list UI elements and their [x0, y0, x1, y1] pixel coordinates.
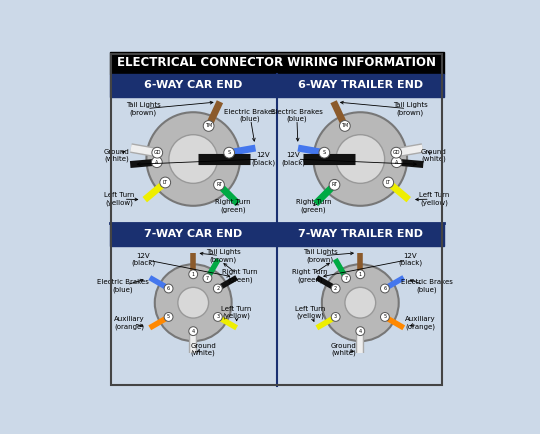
Text: 12V
(black): 12V (black)	[281, 152, 306, 166]
Text: Electric Brakes
(blue): Electric Brakes (blue)	[271, 109, 323, 122]
Circle shape	[178, 287, 208, 318]
Text: Tail Lights
(brown): Tail Lights (brown)	[206, 249, 241, 263]
Text: Ground
(white): Ground (white)	[191, 343, 216, 356]
Text: Tail Lights
(brown): Tail Lights (brown)	[126, 102, 160, 115]
Text: LT: LT	[163, 180, 168, 185]
Text: Ground
(white): Ground (white)	[330, 343, 356, 356]
Text: ELECTRICAL CONNECTOR WIRING INFORMATION: ELECTRICAL CONNECTOR WIRING INFORMATION	[117, 56, 436, 69]
Circle shape	[392, 157, 402, 168]
Text: 6: 6	[383, 286, 387, 291]
Text: Ground
(white): Ground (white)	[421, 149, 447, 162]
Text: 6-WAY CAR END: 6-WAY CAR END	[144, 80, 242, 91]
Text: S: S	[323, 150, 326, 155]
Text: 12V
(black): 12V (black)	[131, 253, 155, 266]
Circle shape	[345, 287, 376, 318]
Text: 7: 7	[345, 276, 348, 281]
Text: Left Turn
(yellow): Left Turn (yellow)	[295, 306, 326, 319]
Text: 6: 6	[167, 286, 170, 291]
Text: A: A	[155, 160, 159, 164]
Circle shape	[203, 274, 212, 283]
Text: Left Turn
(yellow): Left Turn (yellow)	[105, 192, 135, 206]
Circle shape	[381, 312, 389, 321]
Text: Electric Brakes
(blue): Electric Brakes (blue)	[97, 279, 149, 293]
Text: Left Turn
(yellow): Left Turn (yellow)	[221, 306, 252, 319]
Circle shape	[146, 112, 240, 206]
Circle shape	[342, 274, 350, 283]
Circle shape	[356, 270, 364, 279]
Text: GD: GD	[153, 150, 161, 155]
Text: GD: GD	[393, 150, 400, 155]
Circle shape	[381, 284, 389, 293]
Text: 12V
(black): 12V (black)	[399, 253, 422, 266]
Text: Left Turn
(yellow): Left Turn (yellow)	[418, 192, 449, 206]
Circle shape	[383, 177, 394, 188]
Text: 4: 4	[192, 329, 195, 334]
Circle shape	[160, 177, 171, 188]
Circle shape	[336, 135, 384, 183]
Circle shape	[203, 121, 214, 132]
Circle shape	[213, 284, 222, 293]
Circle shape	[189, 270, 198, 279]
Circle shape	[322, 264, 399, 341]
Circle shape	[152, 147, 163, 158]
Text: 7: 7	[206, 276, 209, 281]
Text: Tail Lights
(brown): Tail Lights (brown)	[303, 249, 338, 263]
Text: Right Turn
(green): Right Turn (green)	[215, 199, 251, 213]
Text: 5: 5	[167, 315, 170, 319]
Text: 7-WAY TRAILER END: 7-WAY TRAILER END	[298, 229, 423, 239]
Text: 5: 5	[383, 315, 387, 319]
Circle shape	[224, 147, 234, 158]
Text: Auxiliary
(orange): Auxiliary (orange)	[405, 316, 436, 329]
Text: 3: 3	[217, 315, 219, 319]
Text: 2: 2	[334, 286, 337, 291]
Text: 3: 3	[334, 315, 337, 319]
Circle shape	[164, 284, 173, 293]
Text: 4: 4	[359, 329, 362, 334]
Text: Auxiliary
(orange): Auxiliary (orange)	[114, 316, 145, 329]
Text: RT: RT	[332, 182, 338, 187]
Text: Ground
(white): Ground (white)	[104, 149, 129, 162]
Circle shape	[331, 312, 340, 321]
Text: A: A	[395, 160, 399, 164]
Text: 12V
(black): 12V (black)	[251, 152, 275, 166]
Text: Right Turn
(green): Right Turn (green)	[292, 269, 328, 283]
Text: 7-WAY CAR END: 7-WAY CAR END	[144, 229, 242, 239]
Circle shape	[164, 312, 173, 321]
Circle shape	[189, 327, 198, 335]
Text: LT: LT	[386, 180, 391, 185]
FancyBboxPatch shape	[110, 75, 444, 97]
FancyBboxPatch shape	[110, 52, 444, 74]
Text: 1: 1	[359, 272, 362, 277]
Text: 6-WAY TRAILER END: 6-WAY TRAILER END	[298, 80, 423, 91]
Text: 2: 2	[217, 286, 219, 291]
Circle shape	[340, 121, 350, 132]
Text: TM: TM	[341, 123, 348, 128]
Text: Electric Brakes
(blue): Electric Brakes (blue)	[401, 279, 453, 293]
Circle shape	[356, 327, 364, 335]
Circle shape	[391, 147, 402, 158]
Circle shape	[314, 112, 407, 206]
Text: RT: RT	[216, 182, 222, 187]
Text: 1: 1	[192, 272, 195, 277]
Circle shape	[155, 264, 232, 341]
Circle shape	[213, 312, 222, 321]
Text: Right Turn
(green): Right Turn (green)	[296, 199, 332, 213]
FancyBboxPatch shape	[110, 223, 444, 246]
Text: Right Turn
(green): Right Turn (green)	[222, 269, 258, 283]
Circle shape	[329, 179, 340, 190]
Circle shape	[331, 284, 340, 293]
Circle shape	[319, 147, 330, 158]
Circle shape	[152, 157, 162, 168]
Circle shape	[169, 135, 218, 183]
Text: TM: TM	[205, 123, 212, 128]
Text: Electric Brakes
(blue): Electric Brakes (blue)	[224, 109, 276, 122]
Text: Tail Lights
(brown): Tail Lights (brown)	[393, 102, 428, 115]
Circle shape	[214, 179, 225, 190]
Text: S: S	[227, 150, 231, 155]
